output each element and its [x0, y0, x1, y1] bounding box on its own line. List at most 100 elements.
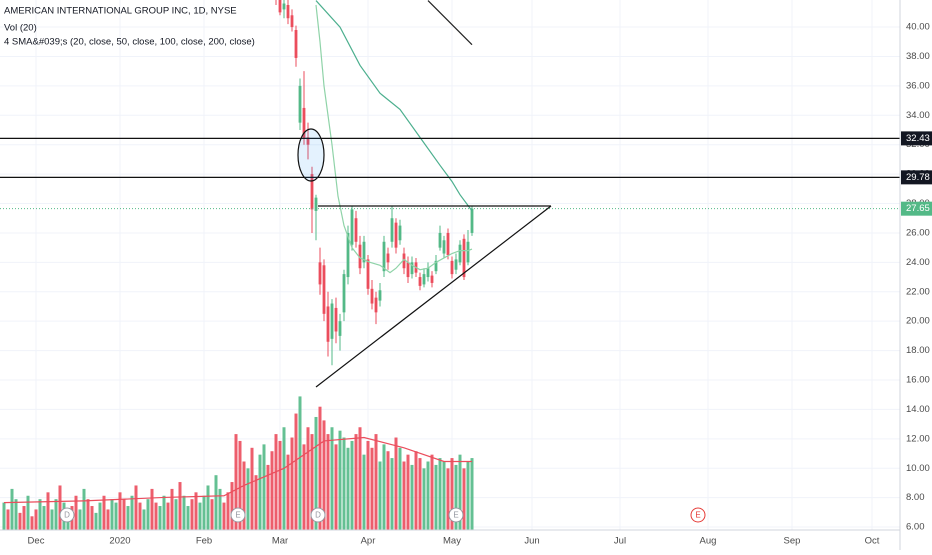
candle-body	[326, 306, 330, 342]
volume-bar	[242, 461, 246, 530]
candle-body	[410, 262, 414, 275]
volume-bar	[98, 502, 102, 530]
volume-bar	[302, 444, 306, 530]
event-label: E	[235, 511, 240, 520]
volume-bar	[10, 488, 14, 530]
volume-bar	[222, 502, 226, 530]
volume-bar	[202, 495, 206, 530]
x-tick-label: Jun	[524, 536, 539, 547]
volume-bar	[230, 482, 234, 530]
y-tick-label: 18.00	[906, 345, 930, 356]
volume-bar	[42, 506, 46, 530]
volume-bar	[446, 468, 450, 530]
volume-bar	[110, 499, 114, 530]
x-tick-label: Sep	[784, 536, 801, 547]
candle-body	[358, 244, 362, 269]
volume-bar	[74, 495, 78, 530]
x-tick-label: Feb	[196, 536, 212, 547]
volume-bar	[186, 506, 190, 530]
volume-bar	[14, 499, 18, 530]
volume-bar	[82, 488, 86, 530]
volume-bar	[426, 461, 430, 530]
volume-bar	[378, 461, 382, 530]
candle-body	[430, 275, 434, 283]
volume-bar	[190, 499, 194, 530]
x-tick-label: Apr	[361, 536, 376, 547]
volume-bar	[370, 447, 374, 530]
price-label: 32.43	[906, 133, 930, 144]
candle-body	[322, 265, 326, 314]
labels: 6.00 8.00 10.00 12.00 14.00 16.00 18.00 20.00 22…	[28, 22, 932, 547]
volume-bar	[162, 495, 166, 530]
price-pane	[0, 0, 900, 366]
volume-bar	[226, 492, 230, 530]
volume-bar	[334, 444, 338, 530]
volume-bar	[458, 454, 462, 530]
volume-bar	[26, 495, 30, 530]
candle-body	[398, 225, 402, 241]
volume-bar	[126, 506, 130, 530]
volume-bar	[346, 447, 350, 530]
y-tick-label: 14.00	[906, 404, 930, 415]
event-label: E	[695, 511, 700, 520]
x-tick-label: Jul	[614, 536, 626, 547]
candle-body	[302, 107, 306, 139]
candle-body	[426, 268, 430, 278]
volume-bar	[2, 502, 6, 530]
candle-body	[466, 241, 470, 263]
volume-bar	[338, 430, 342, 530]
candle-body	[282, 3, 286, 10]
volume-bar	[414, 451, 418, 530]
volume-bar	[410, 464, 414, 530]
candle-body	[290, 15, 294, 28]
volume-bar	[138, 502, 142, 530]
volume-bar	[350, 440, 354, 530]
volume-bar	[198, 502, 202, 530]
candle-body	[362, 241, 366, 263]
event-label: D	[315, 511, 321, 520]
volume-bar	[38, 499, 42, 530]
volume-bar	[258, 454, 262, 530]
candle-body	[350, 209, 354, 245]
volume-bar	[194, 492, 198, 530]
candle-body	[442, 240, 446, 254]
candle-body	[366, 259, 370, 289]
volume-bar	[174, 499, 178, 530]
sma-label: 4 SMA&#039;s (20, close, 50, close, 100,…	[4, 37, 255, 48]
volume-bar	[106, 509, 110, 530]
y-tick-label: 10.00	[906, 463, 930, 474]
volume-bar	[150, 488, 154, 530]
event-marker	[59, 507, 75, 523]
candle-body	[462, 238, 466, 278]
candle-body	[286, 5, 290, 19]
volume-bar	[158, 506, 162, 530]
candle-body	[370, 288, 374, 304]
candle-body	[382, 241, 386, 272]
y-tick-label: 12.00	[906, 433, 930, 444]
volume-bar	[326, 434, 330, 530]
candle-body	[470, 208, 474, 233]
volume-bar	[282, 427, 286, 530]
candle-body	[314, 197, 318, 211]
volume-bar	[330, 427, 334, 530]
grid	[0, 0, 900, 530]
candle-body	[402, 253, 406, 269]
candle-body	[310, 174, 314, 210]
volume-bar	[130, 495, 134, 530]
y-tick-label: 26.00	[906, 227, 930, 238]
x-tick-label: Oct	[865, 536, 880, 547]
event-marker	[448, 507, 464, 523]
volume-bar	[58, 485, 62, 530]
volume-bar	[270, 451, 274, 530]
candle-body	[342, 274, 346, 313]
event-marker	[310, 507, 326, 523]
candle-body	[354, 218, 358, 242]
event-label: E	[453, 511, 458, 520]
y-tick-label: 34.00	[906, 110, 930, 121]
volume-bar	[18, 512, 22, 530]
volume-bar	[114, 502, 118, 530]
volume-bar	[470, 458, 474, 530]
volume-bar	[406, 454, 410, 530]
event-marker	[690, 507, 706, 523]
